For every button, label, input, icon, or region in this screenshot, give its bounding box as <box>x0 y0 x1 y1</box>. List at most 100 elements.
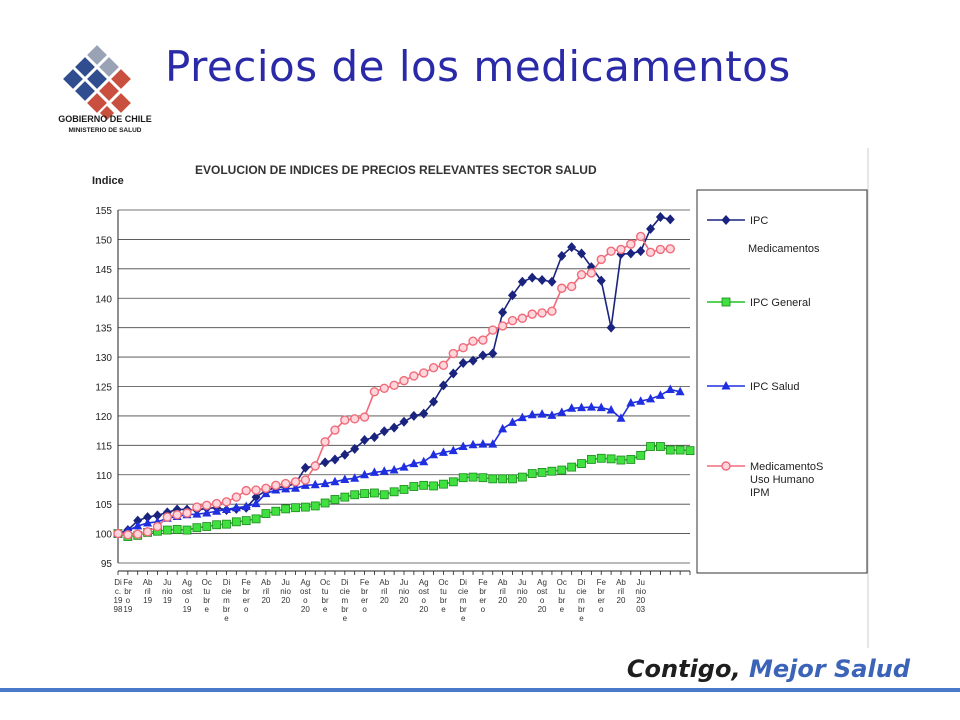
data-point <box>281 504 291 514</box>
x-tick-label: Ag ost o 20 <box>537 578 548 614</box>
data-point <box>212 520 222 530</box>
data-point <box>419 368 429 378</box>
data-point <box>616 413 626 422</box>
data-point <box>172 525 182 534</box>
y-tick-label: 100 <box>95 530 112 541</box>
data-point <box>320 498 330 508</box>
data-point <box>261 483 271 493</box>
logo-line2: MINISTERIO DE SALUD <box>69 127 142 134</box>
series-group <box>113 212 695 541</box>
data-point <box>320 457 330 468</box>
logo-mark: GOBIERNO DE CHILE MINISTERIO DE SALUD <box>58 45 152 134</box>
data-point <box>419 480 429 490</box>
data-point <box>537 409 547 418</box>
data-point <box>192 502 202 512</box>
data-point <box>409 410 419 421</box>
data-point <box>567 242 577 253</box>
data-point <box>508 474 517 484</box>
series-2 <box>113 384 685 538</box>
data-point <box>527 469 537 478</box>
y-tick-label: 155 <box>95 206 112 217</box>
data-point <box>359 412 370 422</box>
data-point <box>221 504 231 513</box>
data-point <box>350 473 360 482</box>
y-axis-ticks: 95 100 105 110 115 120 125 130 135 140 145 150 155 <box>95 206 112 570</box>
data-point <box>143 512 153 523</box>
data-point <box>172 510 182 520</box>
y-tick-label: 115 <box>96 441 112 452</box>
data-point <box>251 514 261 524</box>
data-point <box>517 276 527 287</box>
y-tick-label: 110 <box>96 471 112 482</box>
data-point <box>231 502 241 512</box>
data-point <box>251 498 261 508</box>
data-point <box>409 371 419 381</box>
x-tick-label: Oc tu br e <box>438 578 448 614</box>
data-point <box>241 485 251 496</box>
y-tick-label: 145 <box>95 265 112 276</box>
data-point <box>143 517 153 527</box>
data-point <box>192 509 202 518</box>
data-point <box>389 422 399 433</box>
data-point <box>409 482 419 491</box>
data-point <box>330 425 340 435</box>
data-point <box>646 442 655 451</box>
data-point <box>547 466 557 476</box>
data-point <box>251 492 261 503</box>
legend-marker <box>721 381 731 390</box>
data-point <box>212 506 222 515</box>
legend-item-3: MedicamentoS Uso Humano IPM <box>707 461 823 499</box>
data-point <box>320 437 330 447</box>
data-point <box>399 375 409 386</box>
data-point <box>656 442 665 451</box>
data-point <box>596 453 606 463</box>
data-point <box>419 456 429 466</box>
x-tick-label: Ag ost o 20 <box>300 578 311 614</box>
footer-slogan: Contigo, Mejor Salud <box>627 655 910 683</box>
data-point <box>478 473 488 483</box>
logo-line1: GOBIERNO DE CHILE <box>58 114 152 124</box>
data-point <box>350 490 360 500</box>
data-point <box>488 348 498 359</box>
data-point <box>606 246 616 256</box>
data-point <box>182 525 192 535</box>
data-point <box>458 473 468 483</box>
data-point <box>448 445 458 455</box>
data-point <box>300 502 310 512</box>
data-point <box>567 403 577 412</box>
data-point <box>389 380 399 391</box>
data-point <box>488 439 498 448</box>
data-point <box>586 268 597 278</box>
series-1 <box>113 442 695 541</box>
x-tick-label: Fe br er o <box>478 578 488 614</box>
x-tick-label: Oc tu br e <box>557 578 567 614</box>
data-point <box>498 307 508 318</box>
data-point <box>182 508 192 518</box>
data-point <box>349 414 360 424</box>
data-point <box>271 480 281 491</box>
data-point <box>399 416 409 427</box>
data-point <box>468 439 478 449</box>
x-tick-label: Ju nio 19 <box>162 578 173 605</box>
data-point <box>616 455 626 465</box>
data-point <box>162 525 172 535</box>
data-point <box>231 517 241 527</box>
data-point <box>537 308 547 318</box>
data-point <box>645 247 656 258</box>
x-tick-label: Ju nio 20 03 <box>635 578 646 614</box>
data-point <box>655 212 665 223</box>
x-tick-label: Di cie m br e <box>221 578 232 623</box>
data-point <box>202 500 212 511</box>
data-point <box>616 244 626 255</box>
legend-box <box>696 189 868 574</box>
x-tick-label: Ju nio 20 <box>517 578 528 605</box>
x-tick-label: Ag ost o 19 <box>182 578 193 614</box>
data-point <box>429 396 439 407</box>
data-point <box>497 321 508 331</box>
series-line <box>117 388 681 535</box>
data-point <box>300 462 310 473</box>
data-point <box>360 469 370 479</box>
data-point <box>340 415 350 425</box>
chart-title: EVOLUCION DE INDICES DE PRECIOS RELEVANT… <box>195 163 597 177</box>
